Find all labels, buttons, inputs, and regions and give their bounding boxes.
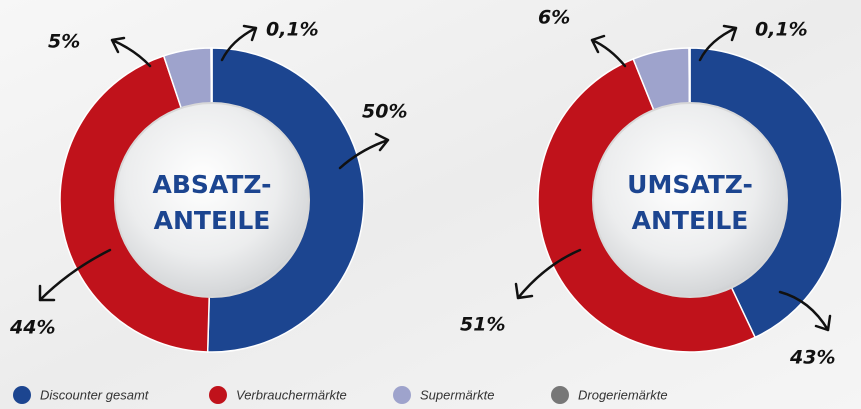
- value-label: 44%: [9, 317, 55, 339]
- arrow: [220, 24, 258, 62]
- center-label: UMSATZ-: [627, 170, 753, 199]
- value-label: 0,1%: [266, 19, 319, 41]
- legend-marker: [393, 386, 411, 404]
- center-label: ABSATZ-: [153, 170, 272, 199]
- center-photo: [114, 102, 310, 298]
- value-label: 51%: [460, 314, 505, 336]
- legend-label: Supermärkte: [420, 387, 494, 402]
- center-photo: [592, 102, 788, 298]
- legend-label: Verbrauchermärkte: [236, 387, 347, 402]
- arrow: [778, 290, 832, 332]
- arrow: [38, 248, 112, 302]
- legend-label: Drogeriemärkte: [578, 387, 668, 402]
- value-label: 6%: [538, 7, 570, 29]
- arrow: [110, 36, 152, 68]
- legend-marker: [13, 386, 31, 404]
- arrow: [590, 34, 627, 68]
- arrow: [338, 132, 390, 170]
- legend-label: Discounter gesamt: [40, 387, 150, 402]
- center-label: ANTEILE: [632, 206, 749, 235]
- arrow: [514, 248, 582, 300]
- center-label: ANTEILE: [154, 206, 271, 235]
- value-label: 43%: [789, 347, 835, 369]
- value-label: 0,1%: [755, 19, 808, 41]
- legend-marker: [209, 386, 227, 404]
- pie-segment: [210, 47, 213, 201]
- value-label: 5%: [48, 31, 80, 53]
- arrow: [698, 24, 738, 62]
- value-label: 50%: [362, 101, 407, 123]
- legend-marker: [551, 386, 569, 404]
